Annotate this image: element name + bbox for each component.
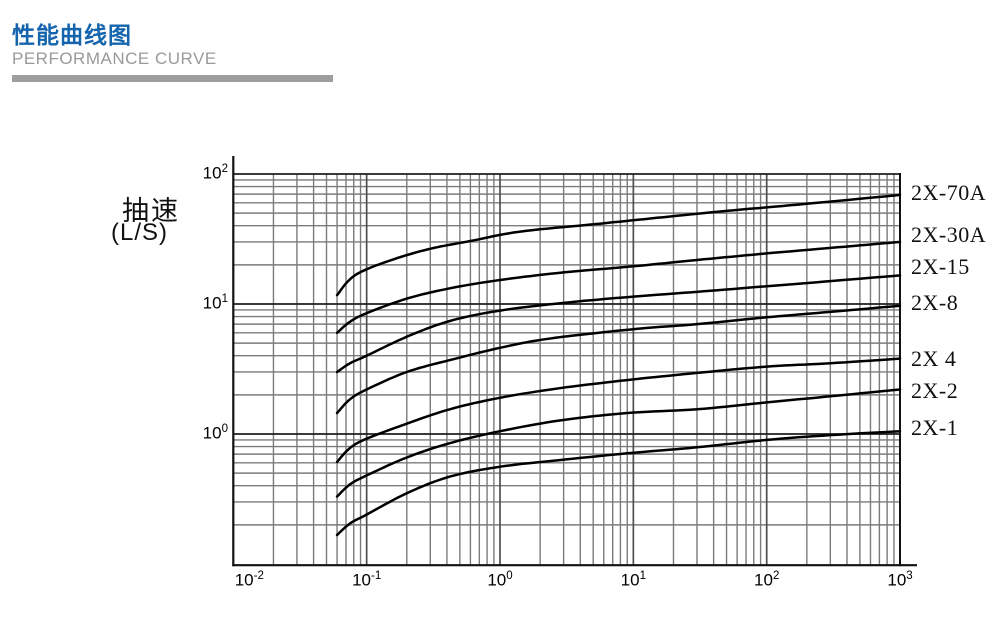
y-tick-label: 100 (202, 423, 228, 443)
plot-frame (232, 156, 917, 567)
curve-2X-8 (335, 304, 902, 415)
y-tick-label: 101 (202, 293, 228, 313)
x-tick-label: 103 (887, 570, 913, 590)
series-label-2X-70A: 2X-70A (911, 179, 987, 205)
grid-major (233, 173, 900, 566)
curve-2X-1 (335, 429, 902, 537)
page-subtitle: PERFORMANCE CURVE (12, 49, 217, 68)
x-tick-label: 102 (754, 570, 780, 590)
series-label-2X 4: 2X 4 (911, 345, 957, 371)
curve-2X-30A (335, 240, 902, 335)
curve-2X 4 (335, 357, 902, 464)
divider-bar (12, 75, 333, 82)
curve-2X-15 (335, 274, 902, 374)
series-label-2X-1: 2X-1 (911, 415, 959, 441)
series-label-2X-8: 2X-8 (911, 289, 959, 315)
series-label-2X-2: 2X-2 (911, 378, 959, 404)
x-tick-label: 10-1 (352, 570, 382, 590)
y-tick-label: 102 (202, 163, 228, 183)
curves (335, 193, 902, 537)
y-axis-unit-paren: (L/S) (111, 219, 169, 246)
x-tick-label: 101 (620, 570, 646, 590)
x-tick-label: 100 (487, 570, 513, 590)
grid-minor (233, 174, 900, 566)
series-label-2X-15: 2X-15 (911, 254, 970, 280)
series-label-2X-30A: 2X-30A (911, 221, 987, 247)
y-axis-unit-cn: 抽速 (122, 196, 180, 226)
curve-2X-70A (335, 193, 902, 297)
x-tick-label: 10-2 (234, 570, 264, 590)
page-title: 性能曲线图 (12, 22, 132, 48)
curve-2X-2 (335, 388, 902, 498)
